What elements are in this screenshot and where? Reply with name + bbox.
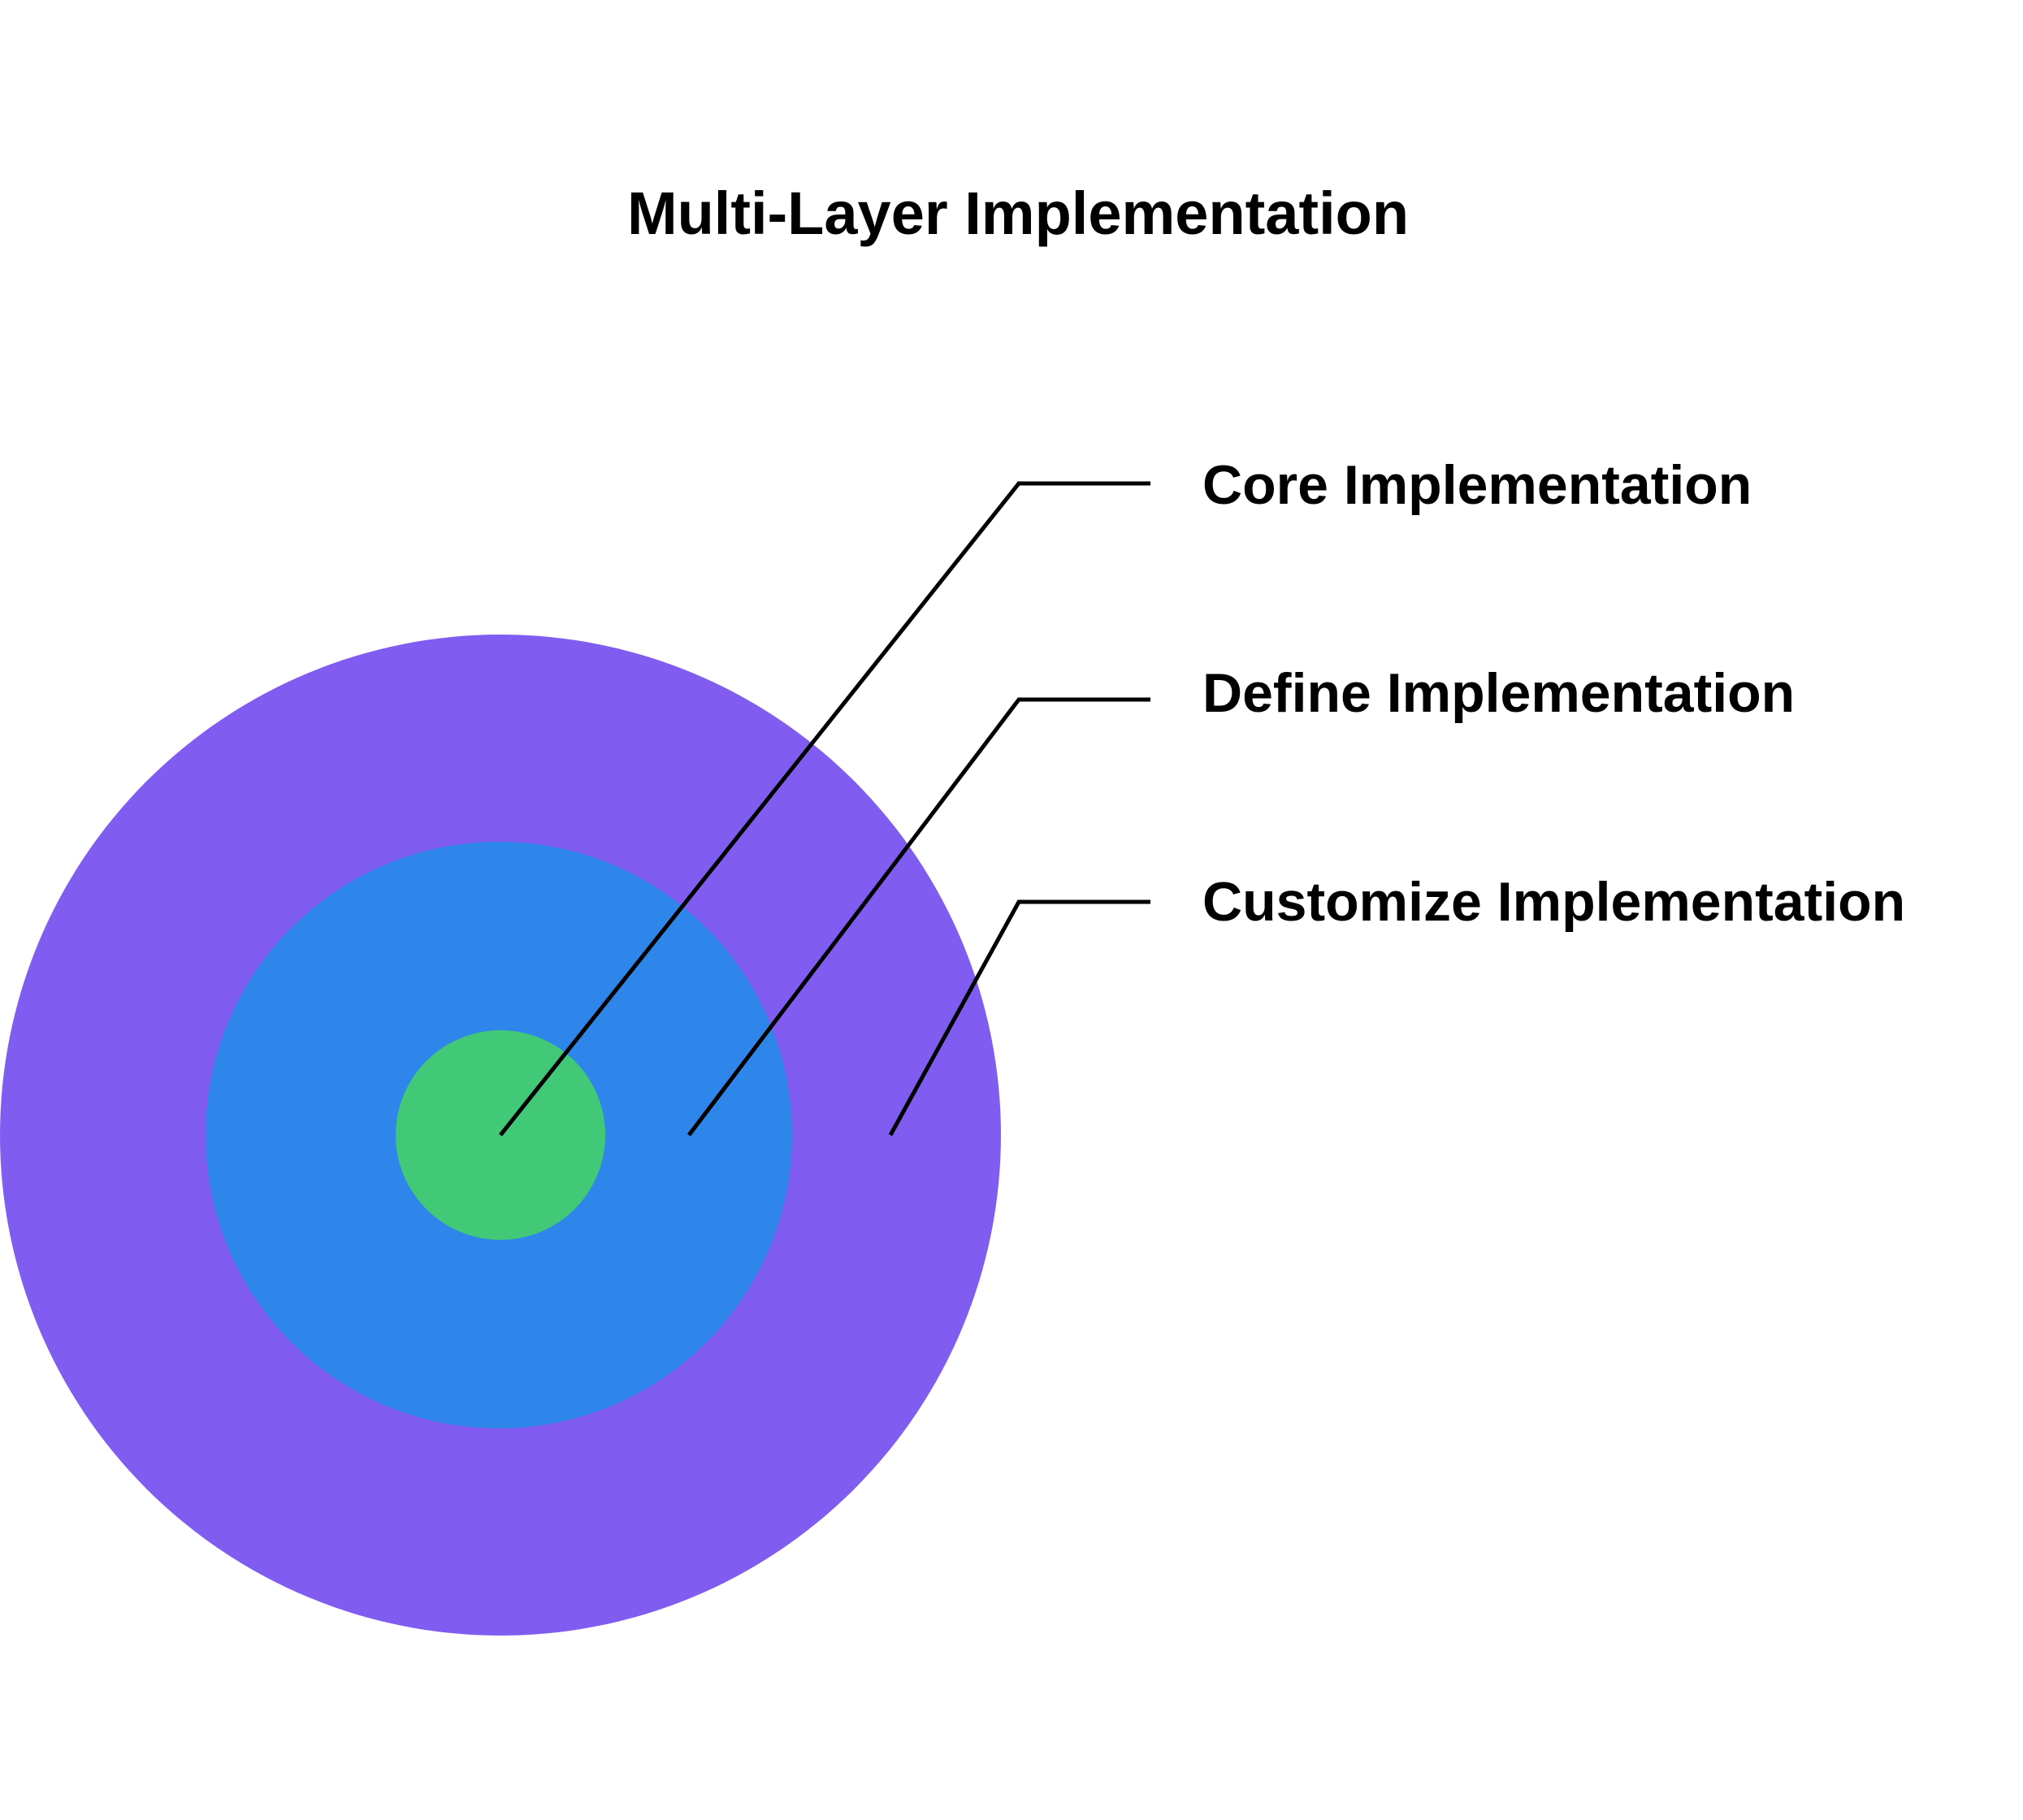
label-customize: Customize Implementation: [1202, 871, 1906, 933]
label-define: Define Implementation: [1202, 662, 1796, 724]
leader-line-define: [687, 697, 1150, 1137]
diagram-title: Multi-Layer Implementation: [626, 180, 1410, 247]
leader-line-core: [499, 481, 1150, 1137]
leader-line-customize: [888, 899, 1150, 1137]
label-core: Core Implementation: [1202, 454, 1752, 516]
